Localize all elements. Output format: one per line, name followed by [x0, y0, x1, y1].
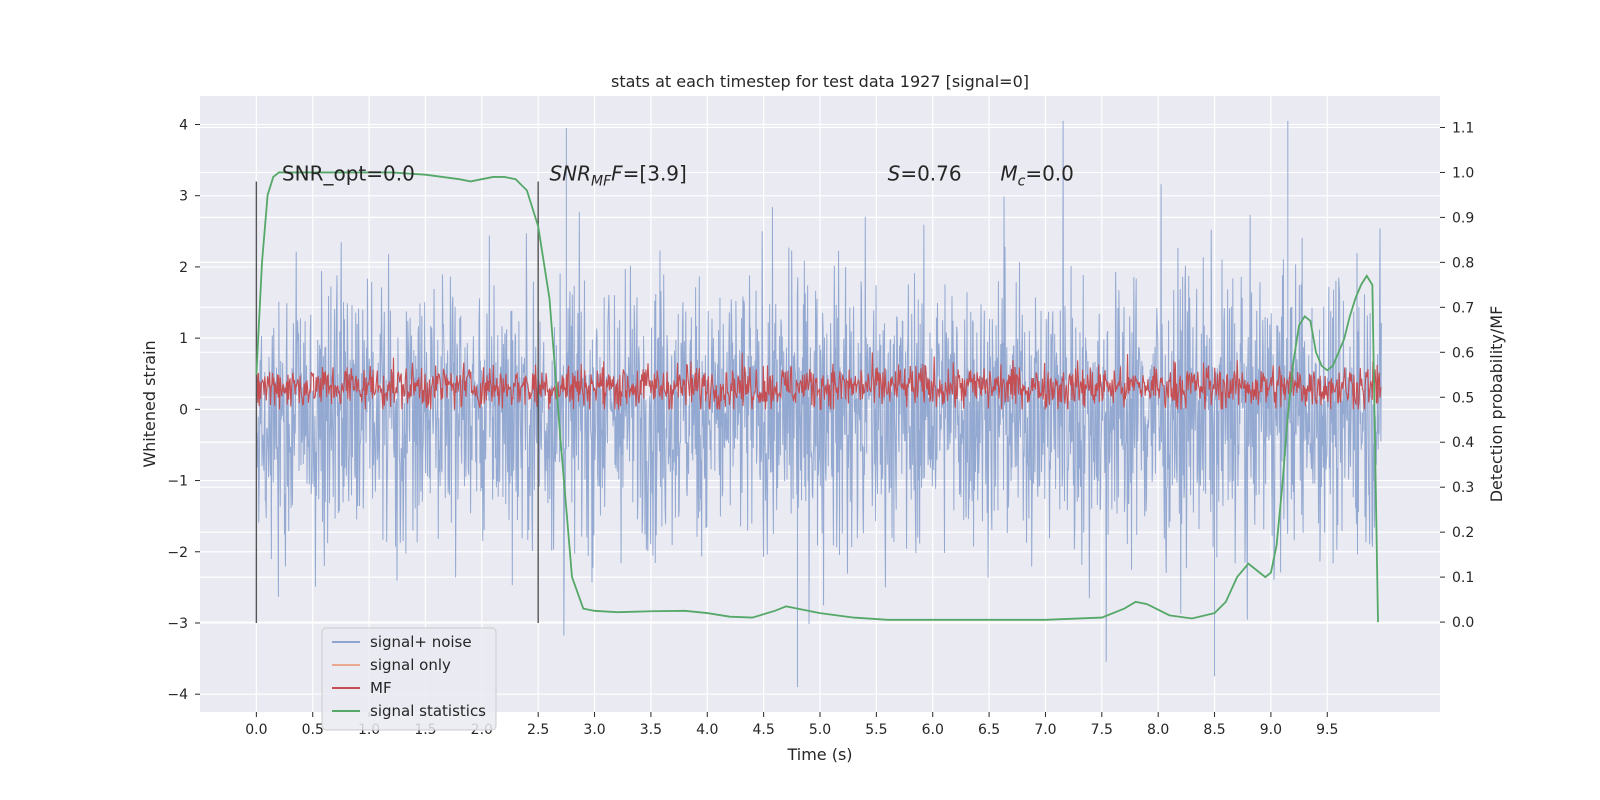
x-tick-label: 3.0: [583, 722, 605, 738]
series-mf: [255, 352, 1382, 410]
x-tick-label: 0.0: [245, 722, 267, 738]
annotation-value: [3.9]: [639, 161, 686, 185]
y-tick-label: 3: [179, 189, 188, 205]
x-tick-label: 3.5: [640, 722, 662, 738]
x-tick-label: 9.5: [1316, 722, 1338, 738]
x-tick-label: 4.5: [753, 722, 775, 738]
y-tick-label: −3: [167, 616, 188, 632]
legend-box: [321, 627, 497, 731]
annotation-text: SNR_opt=: [282, 161, 383, 185]
y2-tick-label: 0.9: [1452, 210, 1474, 226]
y2-tick-label: 1.1: [1452, 120, 1474, 136]
y2-tick-label: 0.3: [1452, 480, 1474, 496]
x-tick-label: 4.0: [696, 722, 718, 738]
series-signal-statistics: [255, 171, 1379, 623]
annotation-text: S: [888, 161, 901, 185]
x-axis-label: Time (s): [786, 745, 852, 764]
annotation-text: F=: [611, 161, 639, 185]
y2-tick-label: 0.4: [1452, 435, 1474, 451]
y-axis-label: Whitened strain: [140, 340, 159, 467]
x-tick-label: 8.5: [1203, 722, 1225, 738]
y2-tick-label: 0.5: [1452, 390, 1474, 406]
x-tick-label: 6.0: [922, 722, 944, 738]
y2-ticks: 0.0 0.1 0.2 0.3 0.4 0.5 0.6 0.7 0.8 0.9 1.0 1.1: [1440, 120, 1474, 631]
x-ticks: 0.00.51.01.52.02.53.03.54.04.55.05.56.06…: [245, 712, 1338, 738]
annotation-value: =0.0: [1025, 161, 1074, 185]
y-tick-label: −1: [167, 474, 188, 490]
y-tick-label: −2: [167, 545, 188, 561]
annotation-mc: Mc=0.0: [1000, 161, 1074, 189]
series-signal-noise: [255, 120, 1382, 688]
annotation-value: 0.0: [383, 161, 415, 185]
x-tick-label: 9.0: [1260, 722, 1282, 738]
annotation-subscript: MF: [591, 173, 612, 189]
y-tick-label: −4: [167, 687, 188, 703]
legend-label: signal only: [370, 656, 451, 674]
legend-label: signal+ noise: [370, 633, 472, 651]
y-tick-label: 0: [179, 402, 188, 418]
annotation-subscript: c: [1018, 173, 1026, 189]
annotation-s: S=0.76: [888, 161, 962, 185]
mf-line: [255, 352, 1382, 410]
x-tick-label: 7.0: [1034, 722, 1056, 738]
y-tick-label: 2: [179, 260, 188, 276]
signal-statistics-line: [255, 171, 1379, 623]
x-tick-label: 0.5: [302, 722, 324, 738]
annotation-text: M: [1000, 161, 1017, 185]
annotation-value: =0.76: [900, 161, 961, 185]
y2-tick-label: 0.8: [1452, 255, 1474, 271]
x-tick-label: 5.0: [809, 722, 831, 738]
y-tick-label: 1: [179, 331, 188, 347]
annotation-snr_mf: SNRMFF=[3.9]: [549, 161, 686, 189]
y2-tick-label: 0.6: [1452, 345, 1474, 361]
legend-label: MF: [370, 679, 392, 697]
legend-label: signal statistics: [370, 702, 486, 720]
x-tick-label: 7.5: [1091, 722, 1113, 738]
x-tick-label: 6.5: [978, 722, 1000, 738]
y2-tick-label: 0.2: [1452, 525, 1474, 541]
legend: signal+ noise signal only MF signal statist…: [321, 627, 497, 731]
chart-title: stats at each timestep for test data 192…: [611, 72, 1029, 91]
y2-tick-label: 0.0: [1452, 615, 1474, 631]
vertical-markers: [255, 181, 539, 623]
y-ticks: −4 −3 −2 −1 0 1 2 3 4: [167, 117, 200, 703]
annotation-text: SNR: [549, 161, 591, 185]
x-tick-label: 2.5: [527, 722, 549, 738]
signal-noise-line: [255, 120, 1382, 688]
x-tick-label: 8.0: [1147, 722, 1169, 738]
annotation-snr_opt: SNR_opt=0.0: [282, 161, 415, 185]
x-tick-label: 5.5: [865, 722, 887, 738]
y-tick-label: 4: [179, 117, 188, 133]
y2-tick-label: 1.0: [1452, 165, 1474, 181]
y2-tick-label: 0.1: [1452, 570, 1474, 586]
y2-axis-label: Detection probability/MF: [1487, 306, 1506, 503]
annotations: SNR_opt=0.0 SNRMFF=[3.9] S=0.76 Mc=0.0: [282, 161, 1074, 189]
y2-tick-label: 0.7: [1452, 300, 1474, 316]
